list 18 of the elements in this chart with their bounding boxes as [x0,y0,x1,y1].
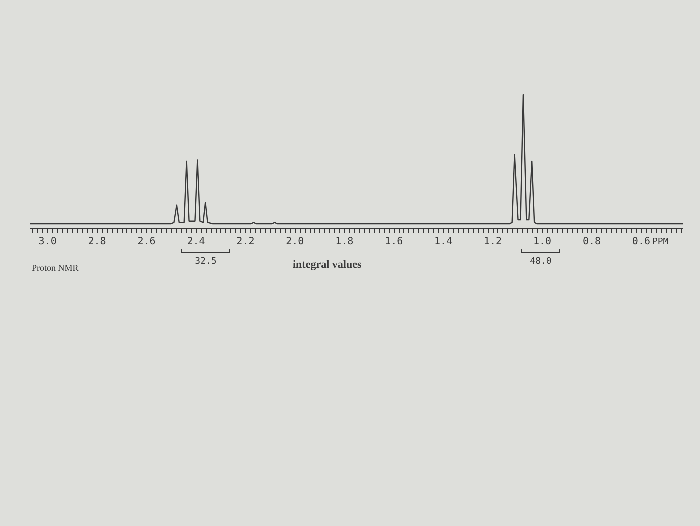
text: 32.5 [195,257,217,267]
x-tick-label: 1.0 [533,236,552,248]
x-tick-label: 1.8 [336,236,354,248]
text: Proton NMR [32,263,79,273]
x-tick-label: 1.2 [484,236,502,248]
x-tick-label: 0.6 [632,236,650,248]
x-tick-label: 0.8 [582,236,602,248]
text: integral values [293,259,362,271]
x-tick-label: 2.0 [286,236,304,248]
x-tick-label: 2.2 [236,236,255,248]
x-axis-title: PPM [652,238,670,248]
x-tick-label: 1.6 [385,236,404,248]
x-tick-label: 2.4 [187,236,206,248]
text: 48.0 [530,257,552,267]
x-tick-label: 2.6 [138,236,156,248]
x-tick-label: 1.4 [434,236,453,248]
x-tick-label: 3.0 [38,236,57,248]
x-tick-label: 2.8 [88,236,106,248]
